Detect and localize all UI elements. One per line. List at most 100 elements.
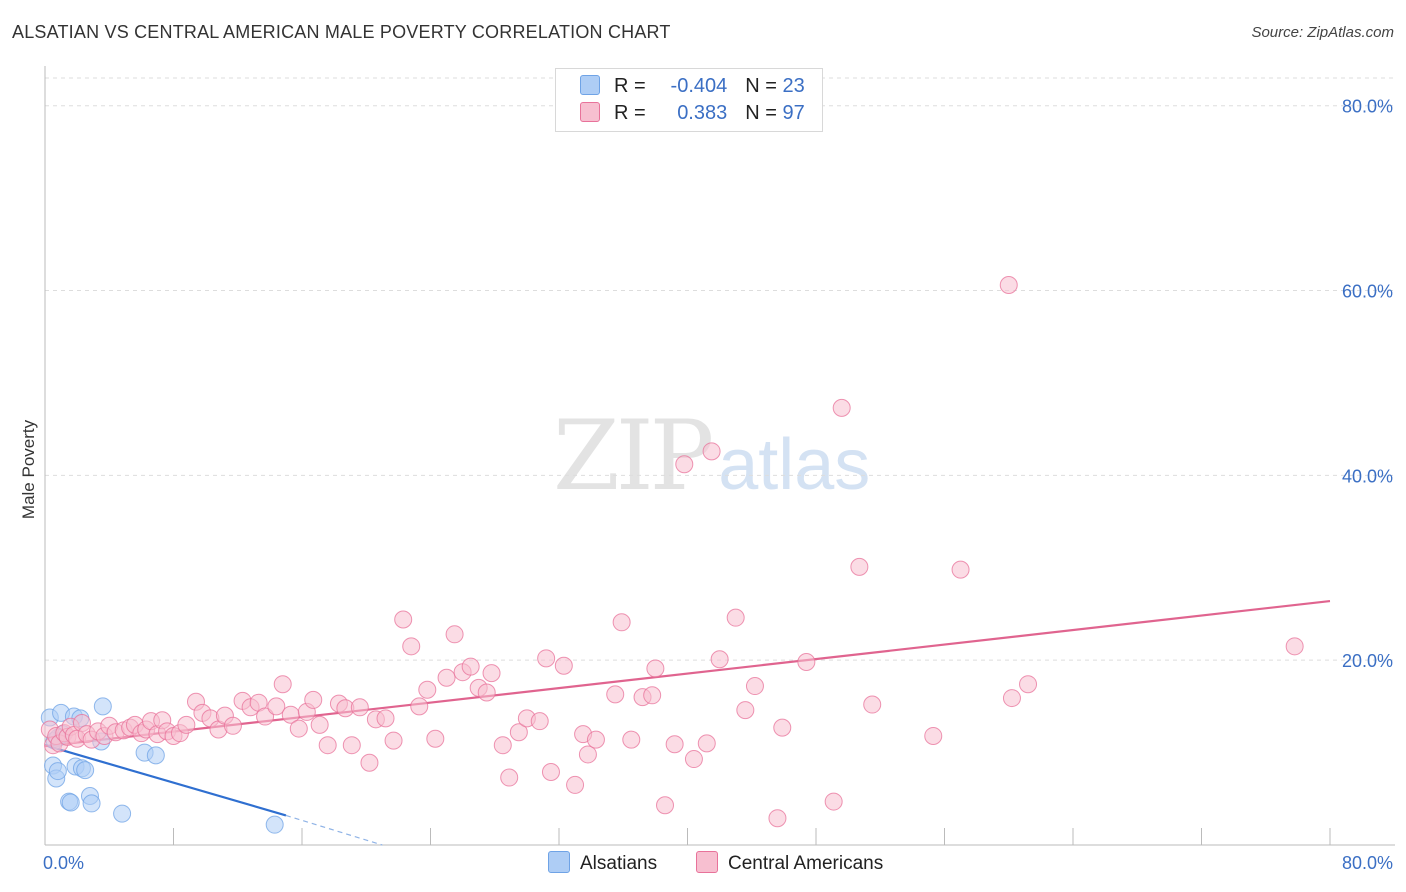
legend-n-label: N = <box>745 102 777 124</box>
central-american-point <box>350 698 369 717</box>
central-american-point <box>566 775 585 794</box>
central-american-point <box>1285 637 1304 656</box>
central-american-point <box>554 656 573 675</box>
legend-r-value: -0.404 <box>670 75 728 97</box>
central-american-point <box>726 608 745 627</box>
central-american-point <box>177 715 196 734</box>
central-american-point <box>710 650 729 669</box>
central-american-point <box>745 677 764 696</box>
central-american-point <box>622 730 641 749</box>
chart-title: ALSATIAN VS CENTRAL AMERICAN MALE POVERT… <box>12 22 671 42</box>
central-american-point <box>477 683 496 702</box>
central-american-point <box>402 637 421 656</box>
bottom-legend-swatch-alsatians <box>548 851 570 873</box>
y-tick-label: 40.0% <box>1342 466 1393 486</box>
alsatian-point <box>146 746 165 765</box>
central-american-point <box>924 726 943 745</box>
y-tick-label: 80.0% <box>1342 97 1393 117</box>
central-american-point <box>410 697 429 716</box>
central-american-point <box>289 719 308 738</box>
central-american-point <box>537 649 556 668</box>
legend-row-alsatians: R = -0.404 N = 23 <box>580 75 805 101</box>
alsatian-trend-line <box>44 744 287 817</box>
legend-swatch-central-americans <box>580 102 600 122</box>
central-american-point <box>684 750 703 769</box>
alsatian-point <box>113 804 132 823</box>
central-american-point <box>768 809 787 828</box>
central-american-point <box>850 557 869 576</box>
legend-n-value: 23 <box>782 75 805 97</box>
alsatian-trend-extension <box>285 814 383 846</box>
central-american-point <box>736 701 755 720</box>
central-american-point <box>530 712 549 731</box>
legend-row-central-americans: R = 0.383 N = 97 <box>580 102 805 128</box>
bottom-legend-label-central-americans: Central Americans <box>728 853 884 874</box>
watermark-atlas: atlas <box>718 425 871 505</box>
central-american-point <box>509 723 528 742</box>
central-american-point <box>500 768 519 787</box>
alsatian-point <box>82 794 101 813</box>
x-tick-label: 80.0% <box>1342 853 1393 873</box>
central-american-point <box>267 697 286 716</box>
central-american-point <box>606 685 625 704</box>
alsatian-point <box>76 761 95 780</box>
central-american-point <box>1019 675 1038 694</box>
x-tick-label: 0.0% <box>43 853 84 873</box>
central-american-point <box>697 734 716 753</box>
central-american-point <box>223 716 242 735</box>
central-american-point <box>612 613 631 632</box>
central-american-point <box>482 664 501 683</box>
legend-swatch-alsatians <box>580 75 600 95</box>
alsatian-point <box>48 762 67 781</box>
y-axis-title: Male Poverty <box>19 419 38 519</box>
central-american-point <box>675 455 694 474</box>
central-american-point <box>656 796 675 815</box>
central-american-point <box>256 707 275 726</box>
central-american-point <box>999 275 1018 294</box>
legend-n-value: 97 <box>782 102 805 124</box>
central-american-point <box>951 560 970 579</box>
central-american-point <box>1002 689 1021 708</box>
correlation-legend: R = -0.404 N = 23 R = 0.383 N = 97 <box>555 68 823 132</box>
bottom-legend-alsatians: Alsatians <box>548 851 657 875</box>
central-american-point <box>376 709 395 728</box>
watermark: ZIP atlas <box>553 400 870 512</box>
central-american-point <box>702 442 721 461</box>
central-american-point <box>863 695 882 714</box>
bottom-legend-swatch-central-americans <box>696 851 718 873</box>
gridlines <box>45 77 1395 661</box>
central-american-point <box>461 657 480 676</box>
alsatian-point <box>93 697 112 716</box>
axes <box>44 66 1395 846</box>
legend-r-label: R = <box>614 102 646 124</box>
legend-r-label: R = <box>614 75 646 97</box>
legend-r-value: 0.383 <box>677 102 728 124</box>
central-american-point <box>665 735 684 754</box>
tick-labels: 20.0% 40.0% 60.0% 80.0% 0.0% 80.0% Male Povert… <box>19 97 1393 873</box>
central-american-point <box>426 729 445 748</box>
central-american-point <box>646 659 665 678</box>
central-american-point <box>418 680 437 699</box>
central-american-point <box>578 745 597 764</box>
central-american-point <box>304 690 323 709</box>
central-american-point <box>342 736 361 755</box>
central-american-point <box>273 675 292 694</box>
central-american-point <box>797 653 816 672</box>
central-american-point <box>394 610 413 629</box>
central-american-point <box>437 668 456 687</box>
alsatian-point <box>61 793 80 812</box>
y-tick-label: 20.0% <box>1342 651 1393 671</box>
central-american-point <box>586 730 605 749</box>
bottom-legend-label-alsatians: Alsatians <box>580 853 658 874</box>
central-american-point <box>832 398 851 417</box>
central-american-point <box>318 736 337 755</box>
central-american-point <box>643 686 662 705</box>
central-american-point <box>824 792 843 811</box>
data-points <box>40 275 1304 834</box>
source-label: Source: ZipAtlas.com <box>1251 24 1394 41</box>
central-american-point <box>445 625 464 644</box>
legend-n-label: N = <box>745 75 777 97</box>
central-american-point <box>360 753 379 772</box>
central-american-point <box>310 715 329 734</box>
